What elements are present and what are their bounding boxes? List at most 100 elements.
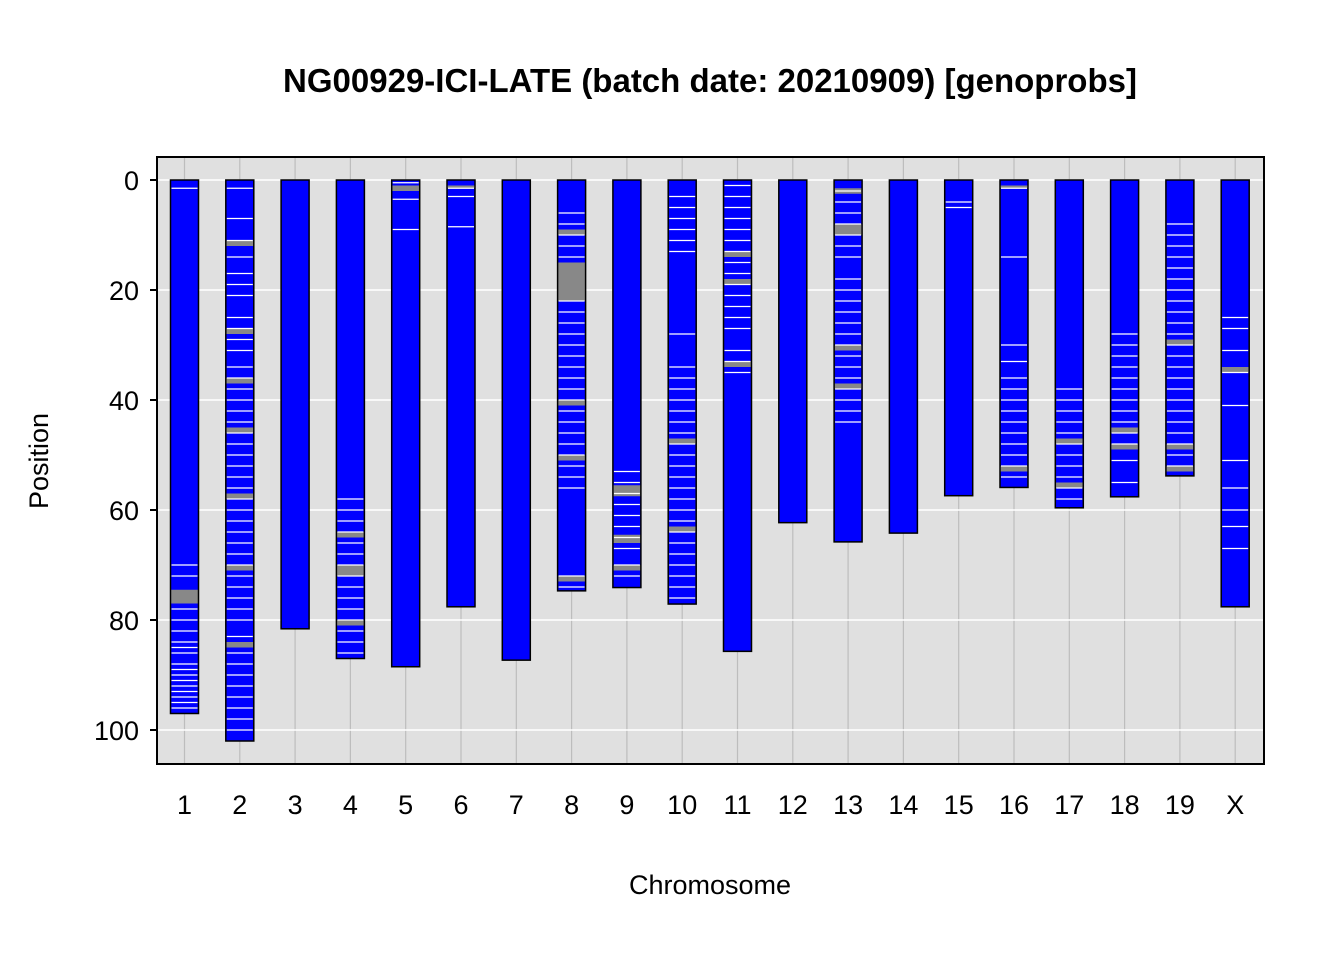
gray-mark <box>834 224 863 235</box>
chromosome-bars <box>169 179 1250 742</box>
gray-mark <box>225 642 254 648</box>
gray-mark <box>834 345 863 351</box>
bar-outline <box>335 179 366 660</box>
bar-fill <box>668 180 697 605</box>
chromosome-bar-18 <box>1109 179 1140 498</box>
bar-fill <box>170 180 199 714</box>
bar-outline <box>390 179 421 668</box>
bar-outline <box>667 179 697 605</box>
bar-outline <box>280 179 310 630</box>
chromosome-bar-15 <box>943 179 974 497</box>
x-tick-label-3: 3 <box>288 790 303 820</box>
bar-fill <box>447 180 475 607</box>
bar-fill <box>778 180 807 523</box>
bar-outline <box>169 179 200 715</box>
plot-panel <box>157 157 1264 764</box>
gray-mark <box>336 532 365 538</box>
bar-outline <box>888 179 919 534</box>
gray-mark <box>225 565 254 571</box>
bar-fill <box>225 180 254 741</box>
bar-fill <box>502 180 531 661</box>
x-axis-ticks: 1 2 3 4 5 6 7 8 9 10 11 12 13 14 15 16 17 18 19 X <box>177 790 1244 820</box>
x-tick-label-11: 11 <box>723 790 751 820</box>
gray-mark <box>336 620 365 626</box>
bar-outline <box>1220 179 1250 608</box>
bar-fill <box>612 180 641 588</box>
gray-mark <box>557 262 586 301</box>
bar-fill <box>336 180 365 659</box>
gray-mark <box>1110 427 1139 433</box>
x-tick-label-18: 18 <box>1110 790 1140 820</box>
x-tick-label-14: 14 <box>888 790 918 820</box>
y-axis-ticks: 0 20 40 60 80 100 <box>94 166 157 746</box>
gray-mark <box>612 485 641 497</box>
chromosome-bar-7 <box>501 179 532 661</box>
gray-mark <box>612 534 641 543</box>
gray-mark <box>225 493 254 499</box>
x-tick-label-10: 10 <box>667 790 697 820</box>
gray-mark <box>336 565 365 576</box>
bar-fill <box>723 180 752 652</box>
y-tick-label: 60 <box>109 496 139 526</box>
gray-mark <box>612 565 641 571</box>
x-tick-label-17: 17 <box>1054 790 1084 820</box>
gray-mark <box>391 185 420 191</box>
x-tick-label-2: 2 <box>232 790 247 820</box>
x-tick-label-12: 12 <box>778 790 808 820</box>
x-tick-label-7: 7 <box>509 790 524 820</box>
x-axis-label: Chromosome <box>629 870 791 900</box>
bar-outline <box>833 179 863 543</box>
x-tick-label-15: 15 <box>944 790 974 820</box>
gray-mark <box>723 251 752 257</box>
bar-outline <box>225 179 255 742</box>
x-tick-label-X: X <box>1226 790 1244 820</box>
chart-title: NG00929-ICI-LATE (batch date: 20210909) … <box>283 62 1137 99</box>
chromosome-bar-11 <box>722 179 753 653</box>
gray-mark <box>170 598 199 604</box>
chromosome-bar-8 <box>556 179 587 592</box>
chromosome-bar-14 <box>888 179 919 534</box>
gray-mark <box>668 526 697 532</box>
chromosome-bar-X <box>1220 179 1250 608</box>
gray-mark <box>1000 466 1028 472</box>
bar-outline <box>1165 179 1195 477</box>
x-tick-label-5: 5 <box>398 790 413 820</box>
y-tick-label: 80 <box>109 606 139 636</box>
chromosome-bar-3 <box>280 179 310 630</box>
gray-mark <box>1000 185 1028 189</box>
chromosome-bar-19 <box>1165 179 1195 477</box>
gray-mark <box>723 361 752 367</box>
x-tick-label-4: 4 <box>343 790 358 820</box>
gray-mark <box>557 455 586 461</box>
gray-mark <box>834 383 863 389</box>
gray-mark <box>225 328 254 334</box>
bar-outline <box>501 179 532 661</box>
bar-outline <box>556 179 587 592</box>
chromosome-bar-12 <box>778 179 808 524</box>
bar-outline <box>943 179 974 497</box>
bar-fill <box>1165 180 1194 476</box>
bar-fill <box>1221 180 1250 607</box>
gray-mark <box>1055 438 1084 444</box>
gray-mark <box>225 240 254 246</box>
chromosome-bar-13 <box>833 179 863 543</box>
gray-mark <box>557 400 586 406</box>
bar-outline <box>1054 179 1085 509</box>
bar-fill <box>834 180 863 542</box>
y-axis-label: Position <box>24 413 54 509</box>
x-tick-label-8: 8 <box>564 790 579 820</box>
bar-outline <box>778 179 808 524</box>
bar-fill <box>1000 180 1028 488</box>
x-tick-label-13: 13 <box>833 790 863 820</box>
gray-mark <box>723 279 752 285</box>
gray-mark <box>668 438 697 444</box>
x-tick-label-9: 9 <box>619 790 634 820</box>
y-tick-label: 100 <box>94 716 139 746</box>
gray-mark <box>170 589 199 601</box>
gray-mark <box>557 576 586 582</box>
bar-outline <box>722 179 753 653</box>
bar-outline <box>999 179 1029 489</box>
chromosome-bar-16 <box>999 179 1029 489</box>
x-tick-label-19: 19 <box>1165 790 1195 820</box>
